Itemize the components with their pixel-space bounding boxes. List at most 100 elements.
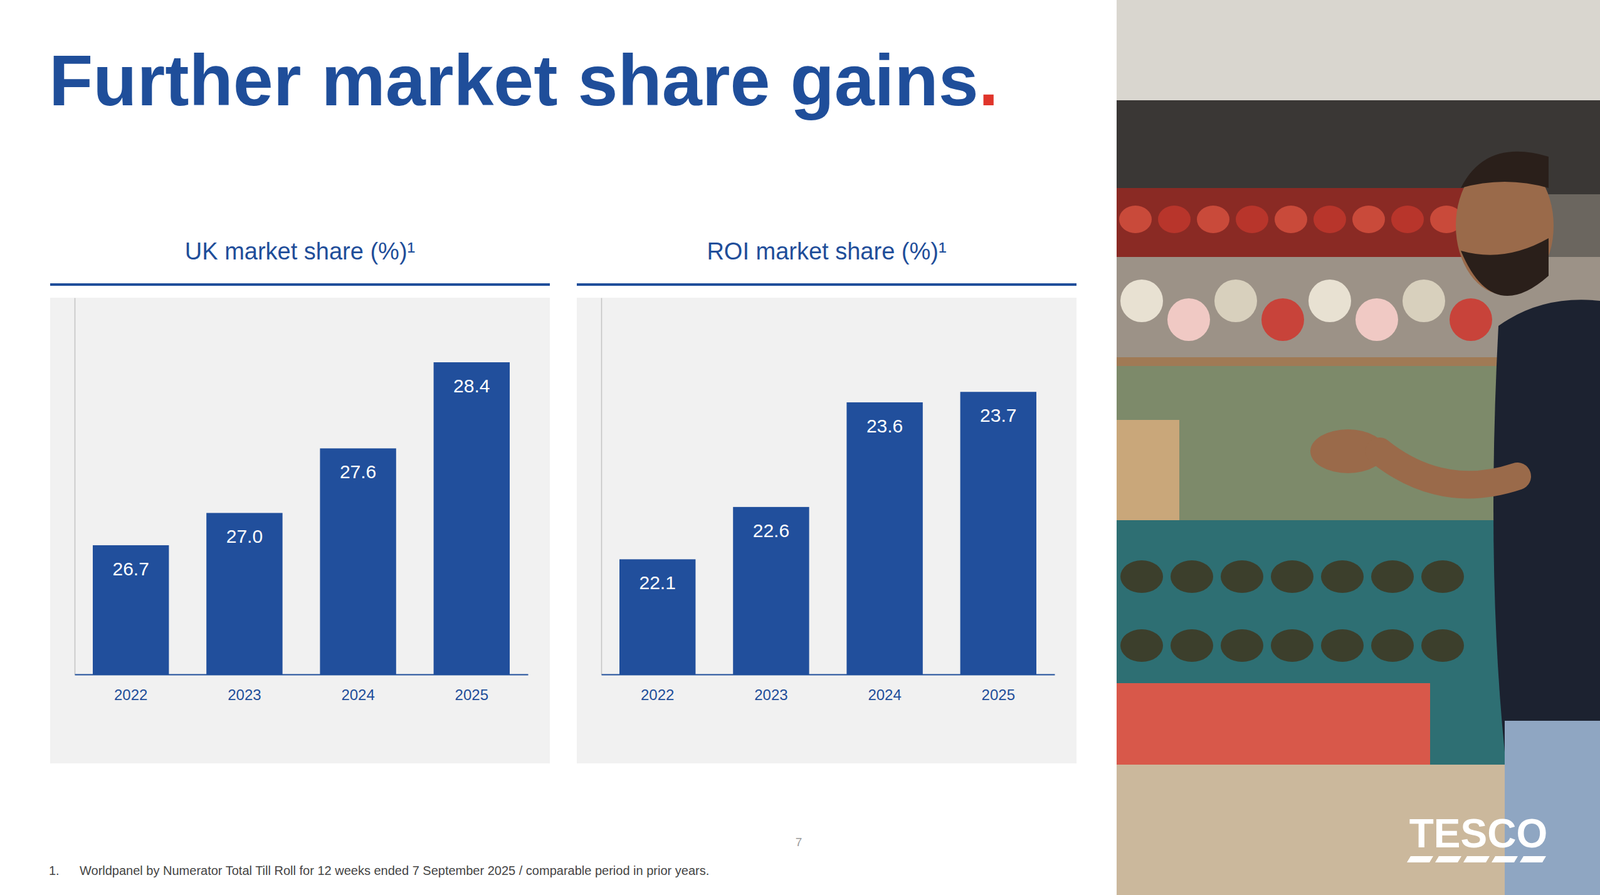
logo-stripe [1406, 856, 1434, 863]
person-hair [1460, 151, 1549, 189]
x-tick: 2023 [754, 686, 788, 704]
footnote-number: 1. [48, 863, 60, 878]
photo-background [1116, 0, 1600, 895]
data-label: 27.6 [339, 461, 377, 483]
title-rule [50, 283, 550, 286]
chart-title: UK market share (%)¹ [184, 238, 416, 265]
data-label: 27.0 [226, 526, 263, 547]
x-tick-label: 2022 [114, 686, 148, 704]
x-tick: 2024 [867, 686, 901, 704]
logo-stripe [1491, 856, 1518, 863]
avocado [1371, 629, 1414, 663]
flowers [1402, 279, 1446, 323]
data-label: 22.6 [752, 520, 790, 542]
produce [1274, 205, 1308, 234]
bar [206, 512, 283, 675]
data-label: 26.7 [112, 558, 150, 580]
data-label: 28.4 [453, 375, 490, 397]
page-number: 7 [795, 835, 803, 849]
produce [1391, 205, 1424, 234]
ceiling [1116, 0, 1600, 101]
logo-stripe [1435, 856, 1462, 863]
produce [1196, 205, 1230, 234]
avocado [1421, 629, 1464, 663]
person-shirt [1493, 299, 1600, 753]
x-axis: 2022 2023 2024 2025 [601, 675, 1056, 705]
bar [732, 507, 809, 675]
title-mark: . [978, 40, 999, 121]
bar [433, 362, 510, 675]
x-tick-label: 2025 [455, 686, 489, 704]
bar [846, 402, 923, 675]
produce [1119, 205, 1152, 234]
panel-background [50, 297, 550, 764]
data-label: 22.1 [639, 572, 676, 594]
person-beard [1460, 238, 1549, 296]
x-axis: 2022 2023 2024 2025 [75, 675, 529, 705]
slide: Further market share gains. UK market sha… [0, 0, 1600, 895]
title-text: Further market share gains [48, 40, 979, 121]
bars [92, 362, 510, 675]
data-labels: 26.7 27.0 27.6 28.4 [112, 375, 491, 580]
y-axis [74, 298, 76, 676]
title-rule [576, 283, 1077, 286]
panel-background [576, 297, 1077, 764]
chart-panel: UK market share (%)¹ 26.7 27.0 27.6 28.4 2022… [50, 238, 550, 764]
flowers [1355, 298, 1399, 342]
flowers [1167, 298, 1211, 342]
upper-shelf [1116, 100, 1600, 195]
produce [1352, 205, 1385, 234]
x-tick: 2025 [455, 686, 489, 704]
x-tick: 2025 [981, 686, 1016, 704]
logo: TESCO [1409, 811, 1548, 857]
chart-title: ROI market share (%)¹ [706, 238, 947, 265]
bar [960, 391, 1037, 675]
avocado [1321, 560, 1364, 594]
slide-title: Further market share gains. [48, 40, 999, 121]
avocado [1270, 560, 1314, 594]
x-tick: 2022 [640, 686, 674, 704]
produce [1235, 205, 1269, 234]
avocado [1421, 560, 1464, 594]
avocado [1321, 629, 1364, 663]
bar [619, 559, 696, 675]
shelf-edge [1116, 357, 1506, 367]
x-tick-label: 2024 [341, 686, 375, 704]
chart-panel: ROI market share (%)¹ 22.1 22.6 23.6 23.7 202… [576, 238, 1077, 764]
avocado [1270, 629, 1314, 663]
x-axis-line [601, 674, 1056, 676]
data-label: 23.7 [979, 405, 1017, 426]
y-axis [601, 298, 602, 676]
background [0, 0, 1600, 895]
x-axis-line [75, 674, 529, 676]
avocado [1170, 560, 1214, 594]
flowers [1261, 298, 1305, 342]
avocado [1120, 629, 1164, 663]
data-label: 23.6 [866, 415, 903, 437]
y-axis-line [74, 298, 76, 676]
produce-shelf [1116, 188, 1468, 258]
avocado [1371, 560, 1414, 594]
bar [319, 448, 396, 675]
avocado [1220, 629, 1264, 663]
x-tick-label: 2023 [227, 686, 261, 704]
x-tick: 2022 [114, 686, 148, 704]
flowers [1214, 279, 1258, 323]
flowers [1120, 279, 1164, 323]
x-tick-label: 2023 [754, 686, 788, 704]
flowers [1449, 298, 1493, 342]
person-arm [1379, 451, 1518, 485]
x-tick-label: 2022 [640, 686, 674, 704]
x-tick: 2023 [227, 686, 261, 704]
x-tick-label: 2025 [981, 686, 1016, 704]
photo [1116, 0, 1600, 895]
avocado [1220, 560, 1264, 594]
flowers [1308, 279, 1352, 323]
logo-stripe [1463, 856, 1490, 863]
x-tick-label: 2024 [867, 686, 901, 704]
produce [1157, 205, 1191, 234]
footnote: Worldpanel by Numerator Total Till Roll … [79, 863, 710, 878]
bar [92, 545, 169, 675]
logo-stripe [1519, 856, 1547, 863]
box [1116, 420, 1180, 533]
